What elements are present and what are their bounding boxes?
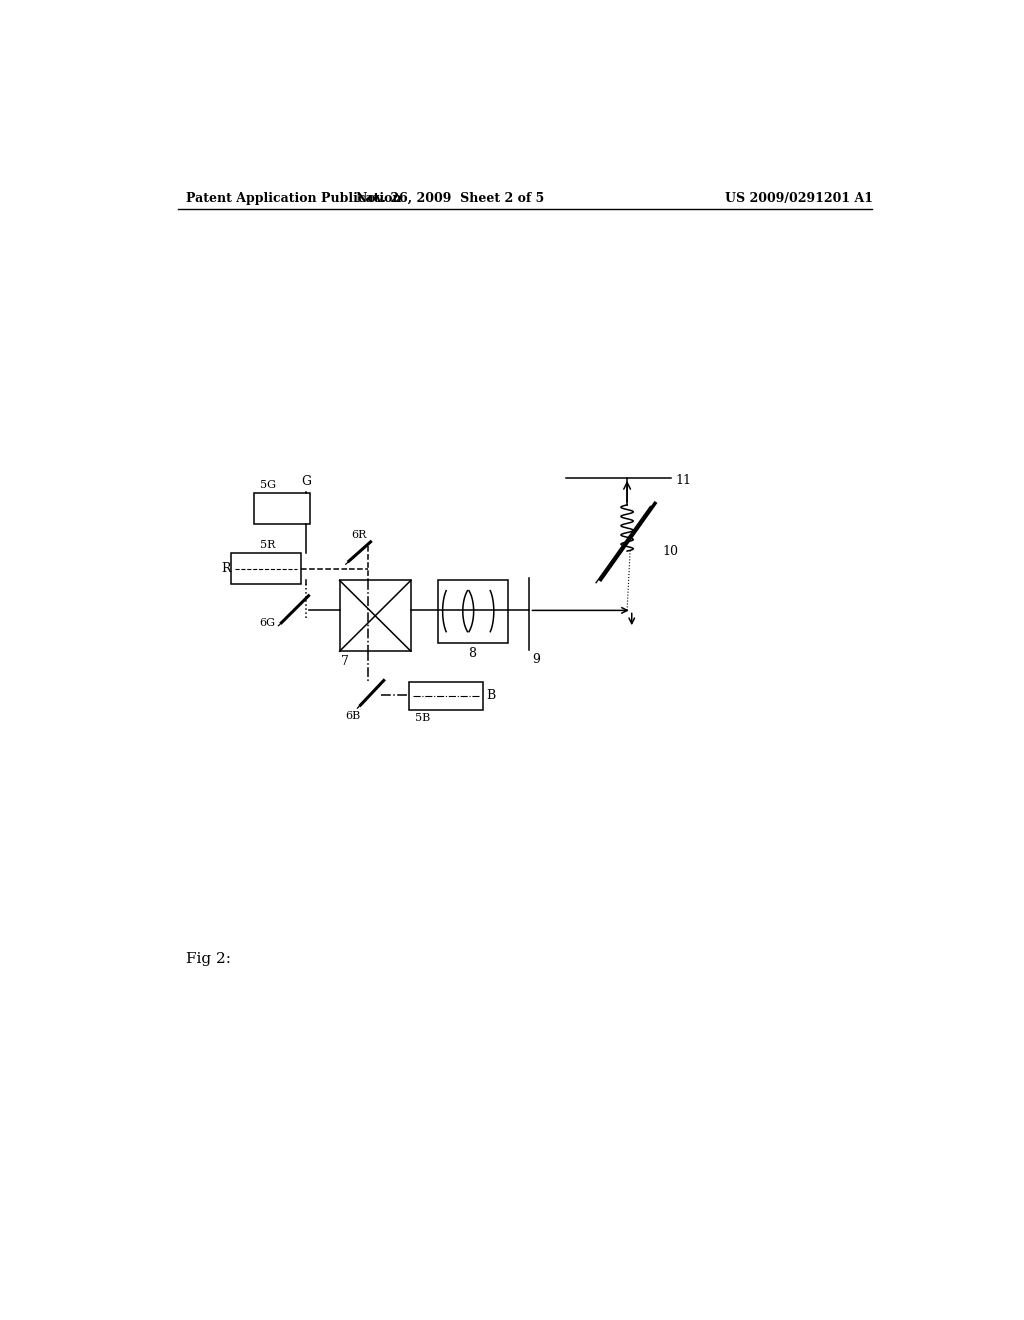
Text: 11: 11 <box>675 474 691 487</box>
Text: 10: 10 <box>663 545 679 557</box>
Text: 6G: 6G <box>260 618 275 628</box>
Text: 7: 7 <box>341 655 349 668</box>
Text: R: R <box>221 562 230 576</box>
Bar <box>438 579 508 643</box>
Text: 6R: 6R <box>351 531 367 540</box>
Text: Fig 2:: Fig 2: <box>186 952 231 965</box>
Bar <box>254 494 310 524</box>
Text: 6B: 6B <box>345 711 360 721</box>
Bar <box>231 553 301 585</box>
Text: B: B <box>486 689 496 702</box>
Bar <box>410 682 483 710</box>
Text: 9: 9 <box>532 653 541 665</box>
Text: 8: 8 <box>468 647 476 660</box>
Bar <box>340 581 411 651</box>
Text: 5G: 5G <box>260 479 275 490</box>
Text: US 2009/0291201 A1: US 2009/0291201 A1 <box>725 191 872 205</box>
Text: G: G <box>301 475 311 488</box>
Text: Patent Application Publication: Patent Application Publication <box>186 191 401 205</box>
Text: Nov. 26, 2009  Sheet 2 of 5: Nov. 26, 2009 Sheet 2 of 5 <box>355 191 544 205</box>
Text: 5R: 5R <box>260 540 275 549</box>
Text: 5B: 5B <box>415 713 430 723</box>
